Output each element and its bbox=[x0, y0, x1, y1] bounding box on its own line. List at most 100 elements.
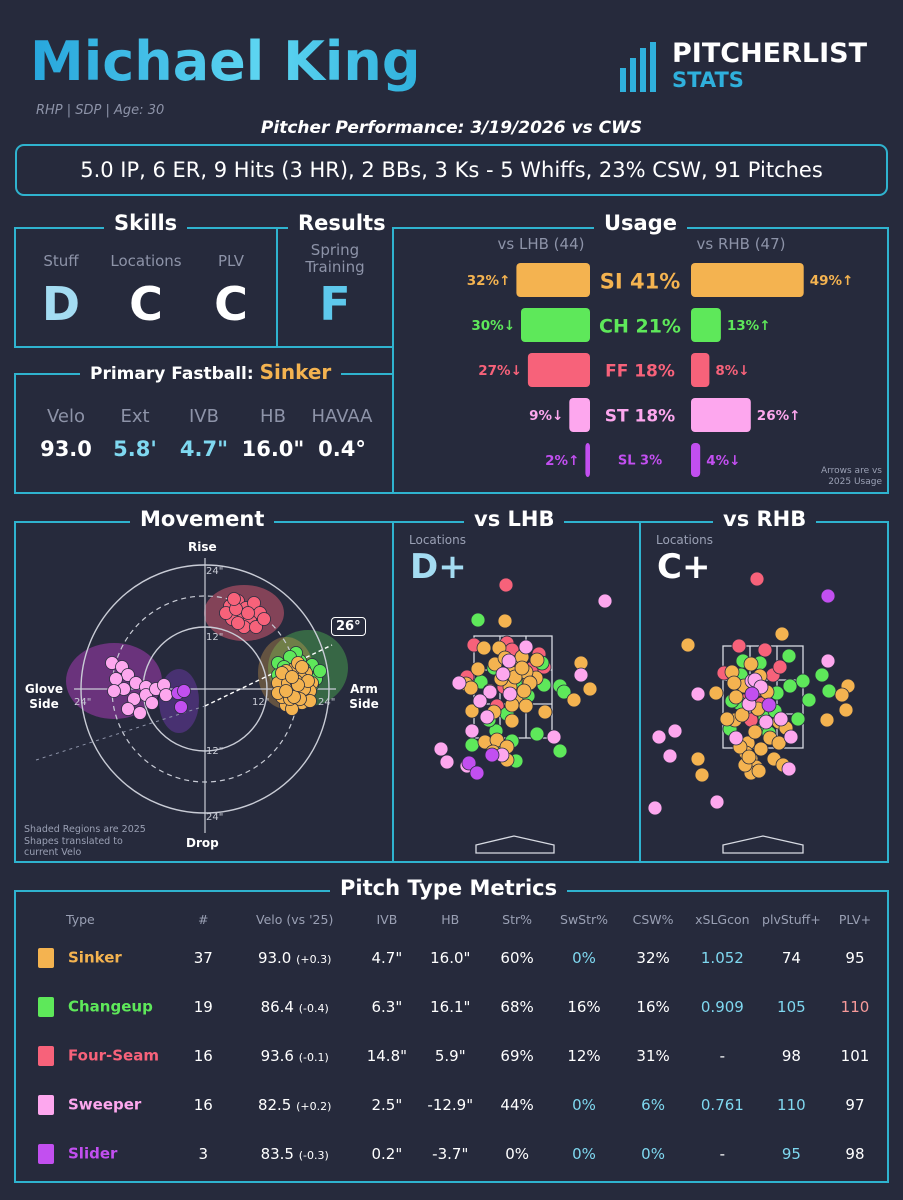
location-point bbox=[819, 712, 835, 728]
usage-bar-rhb bbox=[691, 263, 804, 297]
metrics-header-row: Type # Velo (vs '25) IVB HB Str% SwStr% … bbox=[26, 905, 884, 933]
metrics-cell-type: Sweeper bbox=[26, 1080, 175, 1129]
metrics-row: Slider 3 83.5 (-0.3) 0.2" -3.7" 0% 0% 0% - 95 98 bbox=[26, 1129, 884, 1178]
velo-delta: (-0.4) bbox=[298, 1001, 329, 1015]
velo-value: 82.5 bbox=[257, 1095, 297, 1114]
location-point bbox=[546, 729, 562, 745]
location-point bbox=[801, 692, 817, 708]
metrics-cell-plv: 110 bbox=[840, 997, 870, 1016]
loc-lhb-plot bbox=[433, 577, 613, 854]
bars-icon bbox=[620, 42, 656, 92]
pitch-type-name: Sweeper bbox=[68, 1095, 142, 1113]
location-point bbox=[690, 751, 706, 767]
results-title: Results bbox=[288, 211, 396, 235]
usage-rhb-label: vs RHB (47) bbox=[696, 235, 786, 253]
results-label: Spring Training bbox=[305, 241, 365, 276]
locations-grade: C bbox=[129, 277, 163, 331]
usage-pitch-label: FF 18% bbox=[605, 362, 675, 382]
usage-pitch-label: SL 3% bbox=[618, 454, 662, 469]
location-point bbox=[516, 683, 532, 699]
location-point bbox=[469, 765, 485, 781]
metrics-cell-stuff: 98 bbox=[781, 1046, 801, 1065]
arm-angle-label: 26° bbox=[331, 617, 366, 636]
col-velo: Velo (vs '25) bbox=[256, 911, 334, 927]
metrics-cell-csw: 6% bbox=[641, 1095, 665, 1114]
usage-bar-lhb bbox=[569, 398, 590, 432]
movement-point bbox=[121, 702, 135, 716]
location-point bbox=[529, 652, 545, 668]
location-point bbox=[514, 660, 530, 676]
metrics-cell-ivb: 14.8" bbox=[366, 1046, 408, 1065]
results-grade: F bbox=[319, 277, 351, 331]
metrics-cell-xslg: - bbox=[719, 1144, 726, 1163]
metrics-cell-velo: 82.5 (+0.2) bbox=[232, 1080, 358, 1129]
movement-point bbox=[107, 684, 121, 698]
metrics-cell-xslg: 1.052 bbox=[700, 948, 744, 967]
metrics-cell-type: Four-Seam bbox=[26, 1031, 175, 1080]
velo-value: 83.5 bbox=[260, 1144, 299, 1163]
location-point bbox=[741, 749, 757, 765]
metrics-cell-stuff: 74 bbox=[781, 948, 801, 967]
location-point bbox=[597, 593, 613, 609]
pitch-type-name: Changeup bbox=[68, 997, 153, 1015]
metrics-cell-ivb: 4.7" bbox=[371, 948, 403, 967]
location-point bbox=[667, 723, 683, 739]
col-type: Type bbox=[66, 911, 95, 927]
metrics-cell-csw: 16% bbox=[636, 997, 670, 1016]
usage-pitch-label: ST 18% bbox=[605, 407, 675, 427]
metrics-cell-type: Slider bbox=[26, 1129, 175, 1178]
location-point bbox=[537, 704, 553, 720]
metrics-row: Sinker 37 93.0 (+0.3) 4.7" 16.0" 60% 0% 32% 1.05… bbox=[26, 933, 884, 982]
metrics-cell-plv: 95 bbox=[845, 948, 865, 967]
location-point bbox=[757, 642, 773, 658]
logo: PITCHERLIST STATS bbox=[620, 38, 890, 94]
col-count: # bbox=[198, 911, 209, 927]
metrics-cell-csw: 32% bbox=[636, 948, 670, 967]
location-point bbox=[749, 571, 765, 587]
location-point bbox=[795, 673, 811, 689]
fastball-box bbox=[14, 373, 394, 494]
col-stuff: plvStuff+ bbox=[762, 911, 821, 927]
metrics-cell-velo: 83.5 (-0.3) bbox=[232, 1129, 358, 1178]
loc-rhb-plot bbox=[647, 571, 856, 854]
usage-bar-rhb bbox=[691, 308, 721, 342]
plv-label: PLV bbox=[217, 252, 244, 270]
metrics-cell-type: Changeup bbox=[26, 982, 175, 1031]
usage-lhb-value: 27%↓ bbox=[478, 363, 522, 379]
location-point bbox=[820, 588, 836, 604]
ring-label-24-top: 24" bbox=[206, 566, 224, 577]
movement-point bbox=[177, 684, 191, 698]
metrics-cell-plv: 97 bbox=[845, 1095, 865, 1114]
location-point bbox=[747, 724, 763, 740]
location-point bbox=[773, 711, 789, 727]
usage-lhb-value: 32%↑ bbox=[467, 273, 511, 289]
fastball-metric-value: 4.7" bbox=[179, 437, 229, 461]
movement-point bbox=[159, 688, 173, 702]
metrics-cell-str: 68% bbox=[500, 997, 534, 1016]
usage-lhb-value: 9%↓ bbox=[529, 408, 563, 424]
metrics-cell-xslg: - bbox=[719, 1046, 726, 1065]
ring-label-24-left: 24" bbox=[74, 697, 92, 708]
location-point bbox=[497, 613, 513, 629]
location-point bbox=[781, 648, 797, 664]
location-point bbox=[504, 713, 520, 729]
home-plate bbox=[722, 835, 804, 854]
metrics-cell-str: 69% bbox=[500, 1046, 534, 1065]
ring-label-12-bottom: 12" bbox=[206, 746, 224, 757]
usage-bars: 32%↑ 49%↑ SI 41% 30%↓ 13%↑ CH 21% 27%↓ 8%↓ FF 18… bbox=[467, 263, 853, 477]
col-swstr: SwStr% bbox=[560, 911, 609, 927]
fastball-title: Primary Fastball: Sinker bbox=[80, 360, 342, 384]
usage-rhb-value: 26%↑ bbox=[757, 408, 801, 424]
location-point bbox=[838, 702, 854, 718]
fastball-metric-value: 0.4° bbox=[318, 437, 366, 461]
location-point bbox=[501, 653, 517, 669]
movement-point bbox=[241, 606, 255, 620]
location-point bbox=[566, 692, 582, 708]
metrics-cell-hb: 5.9" bbox=[434, 1046, 466, 1065]
drop-label: Drop bbox=[186, 836, 219, 850]
pitch-color-swatch bbox=[38, 1045, 54, 1066]
location-point bbox=[472, 693, 488, 709]
metrics-title: Pitch Type Metrics bbox=[330, 876, 568, 900]
movement-point bbox=[133, 706, 147, 720]
usage-rhb-value: 4%↓ bbox=[706, 453, 740, 469]
